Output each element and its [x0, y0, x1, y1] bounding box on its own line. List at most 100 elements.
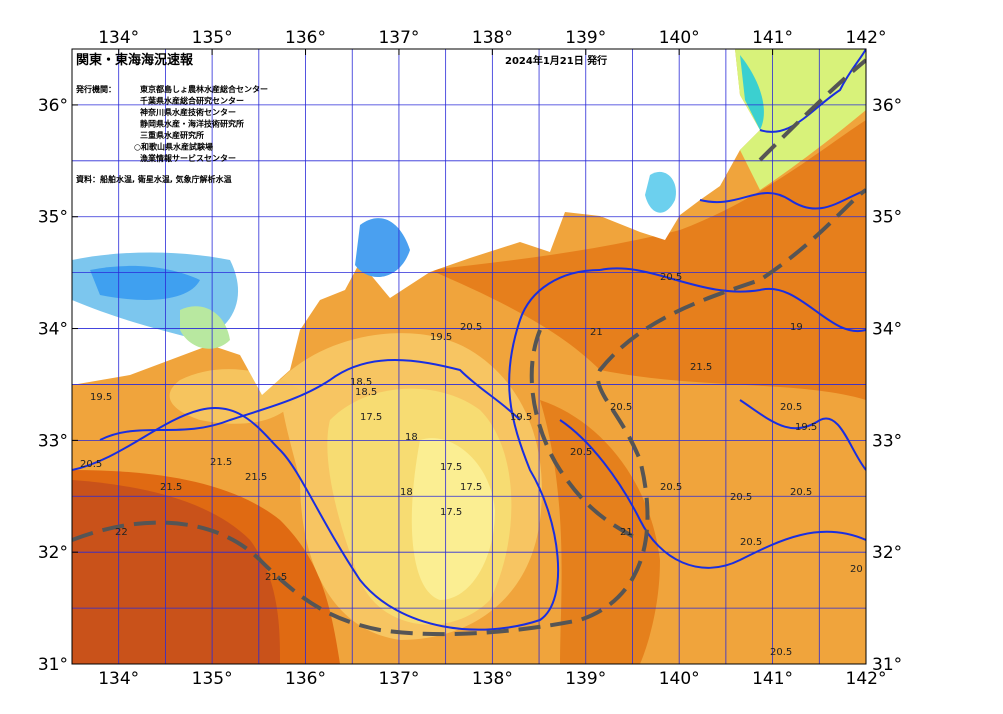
lat-tick-label: 36°	[38, 96, 68, 116]
lon-tick-label: 140°	[659, 669, 700, 689]
contour-label: 21.5	[160, 482, 182, 493]
map-title: 関東・東海海況速報	[76, 52, 194, 68]
contour-label: 20.5	[780, 402, 802, 413]
lat-tick-label: 31°	[872, 655, 902, 675]
lon-tick-label: 139°	[565, 28, 606, 48]
contour-label: 21.5	[265, 572, 287, 583]
issuer: 漁業情報サービスセンター	[140, 153, 236, 163]
contour-label: 19.5	[90, 392, 112, 403]
lat-tick-label: 33°	[872, 431, 902, 451]
contour-label: 20.5	[730, 492, 752, 503]
bay	[180, 306, 230, 349]
contour-label: 20.5	[790, 487, 812, 498]
lon-tick-label: 134°	[98, 669, 139, 689]
isotherm	[599, 267, 866, 333]
contour-label: 20.5	[570, 447, 592, 458]
isotherm	[72, 269, 601, 631]
contour-label: 20.5	[740, 537, 762, 548]
contour-label: 19.5	[430, 332, 452, 343]
issuer: 東京都島しょ農林水産総合センター	[140, 84, 268, 94]
lat-tick-label: 34°	[872, 320, 902, 340]
kuroshio-path	[72, 188, 866, 637]
contour-label: 21.5	[690, 362, 712, 373]
lon-tick-label: 141°	[752, 669, 793, 689]
issuer: 三重県水産研究所	[140, 130, 204, 140]
issuer: 千葉県水産総合研究センター	[140, 96, 244, 106]
lon-tick-label: 142°	[846, 28, 887, 48]
bay	[740, 55, 764, 130]
contour-label: 19	[790, 322, 803, 333]
bay	[355, 218, 410, 277]
lon-tick-label: 141°	[752, 28, 793, 48]
lon-tick-label: 135°	[192, 28, 233, 48]
warm-area	[540, 400, 660, 664]
cool-area	[411, 438, 495, 600]
kuroshio-axis	[72, 58, 866, 637]
lon-tick-label: 139°	[565, 669, 606, 689]
isotherm	[739, 399, 866, 471]
lon-tick-label: 136°	[285, 28, 326, 48]
contour-label: 20	[850, 564, 863, 575]
warm-area	[430, 120, 866, 400]
lon-tick-label: 137°	[378, 28, 419, 48]
isotherm	[99, 359, 521, 441]
contour-labels: 19.5 20.5 21.5 21.5 22 21.5 21.5 18.5 17.5 18 17.5…	[80, 272, 863, 658]
lat-tick-label: 33°	[38, 431, 68, 451]
contour-label: 20.5	[610, 402, 632, 413]
lat-tick-label: 32°	[872, 543, 902, 563]
contour-label: 19.5	[795, 422, 817, 433]
isotherms	[72, 49, 866, 631]
issuer: 神奈川県水産技術センター	[140, 107, 236, 117]
contour-label: 17.5	[440, 507, 462, 518]
lat-tick-label: 36°	[872, 96, 902, 116]
contour-label: 17.5	[440, 462, 462, 473]
bay	[90, 265, 200, 300]
lon-tick-label: 134°	[98, 28, 139, 48]
contour-label: 18.5	[355, 387, 377, 398]
map-frame	[71, 48, 867, 665]
issuer-label: 発行機関：	[75, 84, 116, 94]
land	[72, 49, 760, 395]
contour-label: 20.5	[660, 272, 682, 283]
contour-label: 20.5	[770, 647, 792, 658]
contour-label: 18	[405, 432, 418, 443]
lat-tick-label: 32°	[38, 543, 68, 563]
contour-label: 17.5	[360, 412, 382, 423]
contour-label: 18.5	[350, 377, 372, 388]
lat-tick-label: 35°	[872, 208, 902, 228]
lon-tick-label: 137°	[378, 669, 419, 689]
issuer: 静岡県水産・海洋技術研究所	[140, 119, 244, 129]
isotherm	[759, 49, 866, 133]
issue-date: 2024年1月21日 発行	[505, 54, 607, 67]
lon-tick-label: 142°	[846, 669, 887, 689]
isotherm	[699, 189, 866, 210]
lat-tick-label: 31°	[38, 655, 68, 675]
contour-label: 21.5	[245, 472, 267, 483]
contour-label: 19.5	[510, 412, 532, 423]
contour-label: 21	[590, 327, 603, 338]
map-body: 19.5 20.5 21.5 21.5 22 21.5 21.5 18.5 17.5 18 17.5…	[72, 49, 866, 664]
lon-tick-label: 138°	[472, 28, 513, 48]
contour-label: 17.5	[460, 482, 482, 493]
lon-tick-label: 140°	[659, 28, 700, 48]
contour-label: 22	[115, 527, 128, 538]
axis-labels: 134° 134° 135° 135° 136° 136° 137° 137° 138° 138°…	[38, 28, 902, 689]
bay	[645, 171, 676, 213]
contour-label: 20.5	[660, 482, 682, 493]
issuer: ○和歌山県水産試験場	[134, 142, 213, 152]
isotherm	[559, 419, 866, 569]
contour-label: 21	[620, 527, 633, 538]
lon-tick-label: 136°	[285, 669, 326, 689]
contour-label: 18	[400, 487, 413, 498]
lat-tick-label: 34°	[38, 320, 68, 340]
contour-label: 21.5	[210, 457, 232, 468]
issuer-list: 東京都島しょ農林水産総合センター千葉県水産総合研究センター神奈川県水産技術センタ…	[134, 84, 268, 163]
kuroshio-path	[758, 58, 866, 162]
lon-tick-label: 135°	[192, 669, 233, 689]
lat-tick-label: 35°	[38, 208, 68, 228]
kuroshio-path	[529, 329, 641, 542]
contour-label: 20.5	[80, 459, 102, 470]
lon-tick-label: 138°	[472, 669, 513, 689]
source: 資料：船舶水温, 衛星水温, 気象庁解析水温	[76, 174, 232, 184]
